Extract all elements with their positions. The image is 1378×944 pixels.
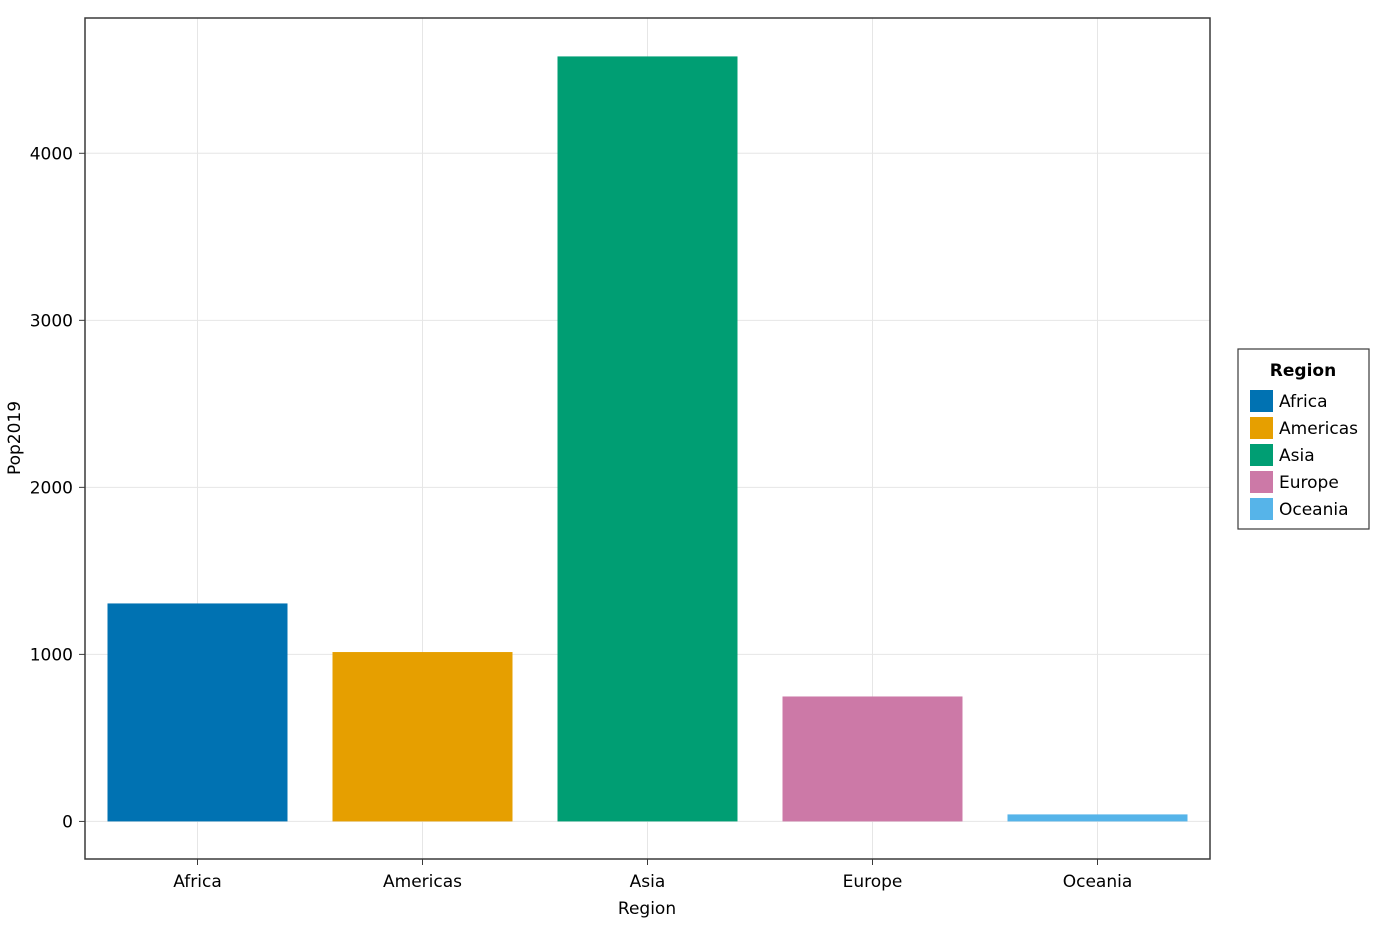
y-axis: 0 1000 2000 3000 4000	[30, 144, 85, 832]
x-axis: Africa Americas Asia Europe Oceania	[173, 859, 1132, 892]
legend-label-asia: Asia	[1279, 446, 1315, 466]
y-tick-label: 4000	[30, 144, 73, 164]
y-axis-label: Pop2019	[5, 401, 25, 475]
bar-europe	[782, 696, 963, 822]
legend-swatch-europe	[1250, 471, 1273, 493]
legend-swatch-americas	[1250, 417, 1273, 439]
x-axis-label: Region	[618, 899, 676, 919]
legend-swatch-asia	[1250, 444, 1273, 466]
legend-entries: Africa Americas Asia Europe Oceania	[1250, 390, 1358, 520]
legend-title: Region	[1270, 361, 1336, 381]
x-tick-label: Europe	[843, 872, 903, 892]
bars-layer	[107, 56, 1188, 822]
x-tick-label: Americas	[383, 872, 462, 892]
bar-asia	[557, 56, 738, 822]
y-tick-label: 0	[62, 812, 73, 832]
bar-oceania	[1007, 814, 1188, 822]
legend-label-americas: Americas	[1279, 419, 1358, 439]
bar-africa	[107, 603, 288, 822]
x-tick-label: Asia	[630, 872, 666, 892]
legend: Region Africa Americas Asia Europe Oceania	[1237, 348, 1370, 530]
x-tick-label: Africa	[173, 872, 222, 892]
legend-label-oceania: Oceania	[1279, 500, 1349, 520]
bar-americas	[332, 652, 513, 822]
y-tick-label: 2000	[30, 478, 73, 498]
legend-swatch-africa	[1250, 390, 1273, 412]
legend-label-africa: Africa	[1279, 392, 1328, 412]
legend-swatch-oceania	[1250, 498, 1273, 520]
y-tick-label: 3000	[30, 311, 73, 331]
legend-label-europe: Europe	[1279, 473, 1339, 493]
x-tick-label: Oceania	[1063, 872, 1133, 892]
y-tick-label: 1000	[30, 645, 73, 665]
